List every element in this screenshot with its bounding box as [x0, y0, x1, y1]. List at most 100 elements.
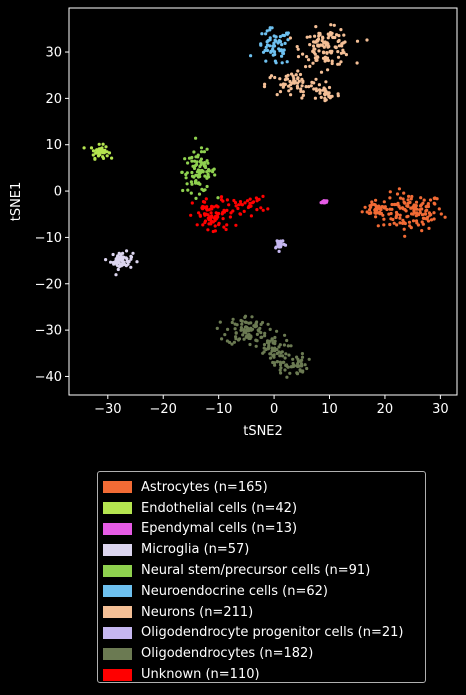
data-point	[420, 207, 424, 211]
data-point	[242, 328, 246, 332]
data-point	[262, 85, 267, 89]
data-point	[119, 264, 123, 268]
data-point	[301, 369, 305, 373]
data-point	[410, 194, 414, 199]
data-point	[326, 68, 330, 72]
data-point	[336, 50, 340, 54]
data-point	[279, 83, 283, 87]
data-point	[263, 331, 267, 335]
data-point	[206, 172, 210, 177]
legend-item: Oligodendrocyte progenitor cells (n=21)	[103, 623, 425, 644]
data-point	[322, 86, 326, 90]
data-point	[185, 182, 189, 186]
data-point	[419, 196, 423, 200]
data-point	[285, 364, 289, 368]
data-point	[283, 356, 287, 360]
data-point	[409, 226, 413, 230]
data-point	[254, 338, 258, 342]
data-point	[398, 196, 403, 200]
data-point	[307, 357, 311, 361]
data-point	[375, 208, 379, 212]
data-point	[317, 83, 321, 87]
data-point	[283, 41, 287, 46]
data-point	[271, 360, 275, 365]
data-point	[275, 239, 279, 243]
data-point	[275, 347, 279, 352]
data-point	[207, 222, 211, 226]
scatter-points	[82, 23, 447, 379]
data-point	[262, 343, 267, 347]
data-point	[301, 80, 305, 84]
legend-label: Ependymal cells (n=13)	[141, 521, 298, 537]
data-point	[317, 44, 321, 48]
data-point	[388, 207, 392, 211]
data-point	[203, 219, 208, 223]
data-point	[219, 195, 224, 199]
data-point	[428, 198, 433, 202]
data-point	[194, 155, 198, 159]
data-point	[96, 154, 101, 158]
data-point	[282, 242, 286, 246]
data-point	[116, 267, 120, 272]
data-point	[217, 221, 221, 225]
legend-swatch	[103, 481, 132, 494]
data-point	[426, 215, 430, 219]
data-point	[394, 210, 399, 215]
data-point	[268, 352, 272, 356]
data-point	[287, 89, 291, 93]
legend-item: Unknown (n=110)	[103, 664, 425, 685]
data-point	[121, 257, 125, 261]
x-tick-label: 10	[321, 402, 338, 417]
data-point	[388, 196, 392, 200]
data-point	[439, 212, 443, 216]
series-astrocytes	[360, 187, 447, 238]
data-point	[190, 159, 194, 163]
data-point	[277, 345, 281, 349]
legend: Astrocytes (n=165) Endothelial cells (n=4…	[97, 471, 426, 683]
data-point	[336, 39, 340, 44]
data-point	[296, 69, 300, 73]
data-point	[241, 333, 245, 337]
data-point	[330, 31, 334, 35]
data-point	[254, 344, 258, 348]
data-point	[324, 80, 328, 84]
data-point	[421, 201, 425, 205]
data-point	[291, 361, 295, 366]
data-point	[314, 40, 318, 44]
data-point	[378, 206, 382, 211]
data-point	[323, 99, 327, 103]
data-point	[268, 76, 272, 80]
data-point	[367, 211, 371, 215]
data-point	[319, 95, 323, 99]
data-point	[280, 354, 285, 358]
data-point	[280, 54, 284, 58]
data-point	[277, 249, 281, 253]
data-point	[239, 318, 243, 323]
data-point	[336, 62, 340, 66]
data-point	[271, 49, 275, 53]
data-point	[299, 89, 303, 93]
data-point	[214, 211, 218, 215]
data-point	[281, 51, 286, 56]
data-point	[265, 43, 270, 47]
data-point	[414, 200, 419, 204]
data-point	[239, 202, 243, 206]
data-point	[420, 213, 425, 217]
data-point	[286, 38, 290, 42]
data-point	[190, 170, 194, 175]
data-point	[332, 23, 336, 27]
legend-label: Astrocytes (n=165)	[141, 479, 268, 495]
data-point	[242, 330, 246, 334]
data-point	[234, 331, 238, 335]
data-point	[125, 249, 129, 253]
data-point	[230, 342, 234, 346]
data-point	[223, 333, 227, 337]
data-point	[210, 219, 214, 224]
data-point	[236, 206, 240, 211]
data-point	[193, 159, 197, 163]
data-point	[288, 83, 293, 87]
data-point	[283, 82, 287, 86]
data-point	[201, 223, 205, 227]
data-point	[268, 356, 273, 360]
data-point	[263, 82, 267, 86]
